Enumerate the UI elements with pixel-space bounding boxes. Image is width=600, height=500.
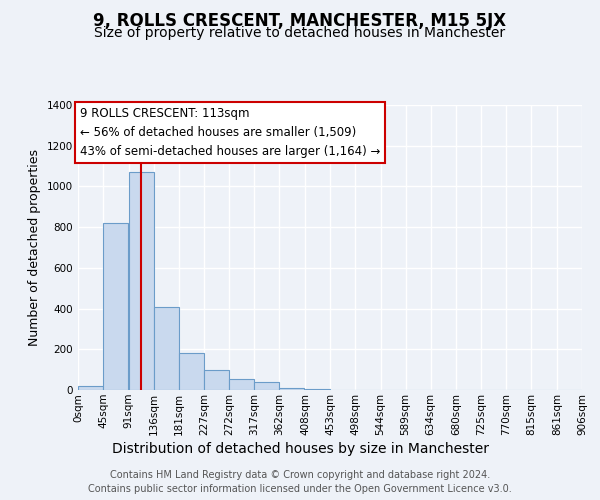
Text: 9, ROLLS CRESCENT, MANCHESTER, M15 5JX: 9, ROLLS CRESCENT, MANCHESTER, M15 5JX — [94, 12, 506, 30]
Bar — [154, 306, 179, 390]
Y-axis label: Number of detached properties: Number of detached properties — [28, 149, 41, 346]
Bar — [179, 354, 204, 390]
Bar — [229, 379, 254, 390]
Text: Contains HM Land Registry data © Crown copyright and database right 2024.
Contai: Contains HM Land Registry data © Crown c… — [88, 470, 512, 494]
Bar — [305, 389, 330, 390]
Bar — [103, 223, 128, 390]
Bar — [128, 172, 154, 390]
Bar — [254, 382, 280, 390]
Bar — [204, 370, 229, 390]
Bar — [280, 388, 304, 390]
Bar — [78, 386, 103, 390]
Text: Size of property relative to detached houses in Manchester: Size of property relative to detached ho… — [94, 26, 506, 40]
Text: 9 ROLLS CRESCENT: 113sqm
← 56% of detached houses are smaller (1,509)
43% of sem: 9 ROLLS CRESCENT: 113sqm ← 56% of detach… — [80, 107, 380, 158]
Text: Distribution of detached houses by size in Manchester: Distribution of detached houses by size … — [112, 442, 488, 456]
